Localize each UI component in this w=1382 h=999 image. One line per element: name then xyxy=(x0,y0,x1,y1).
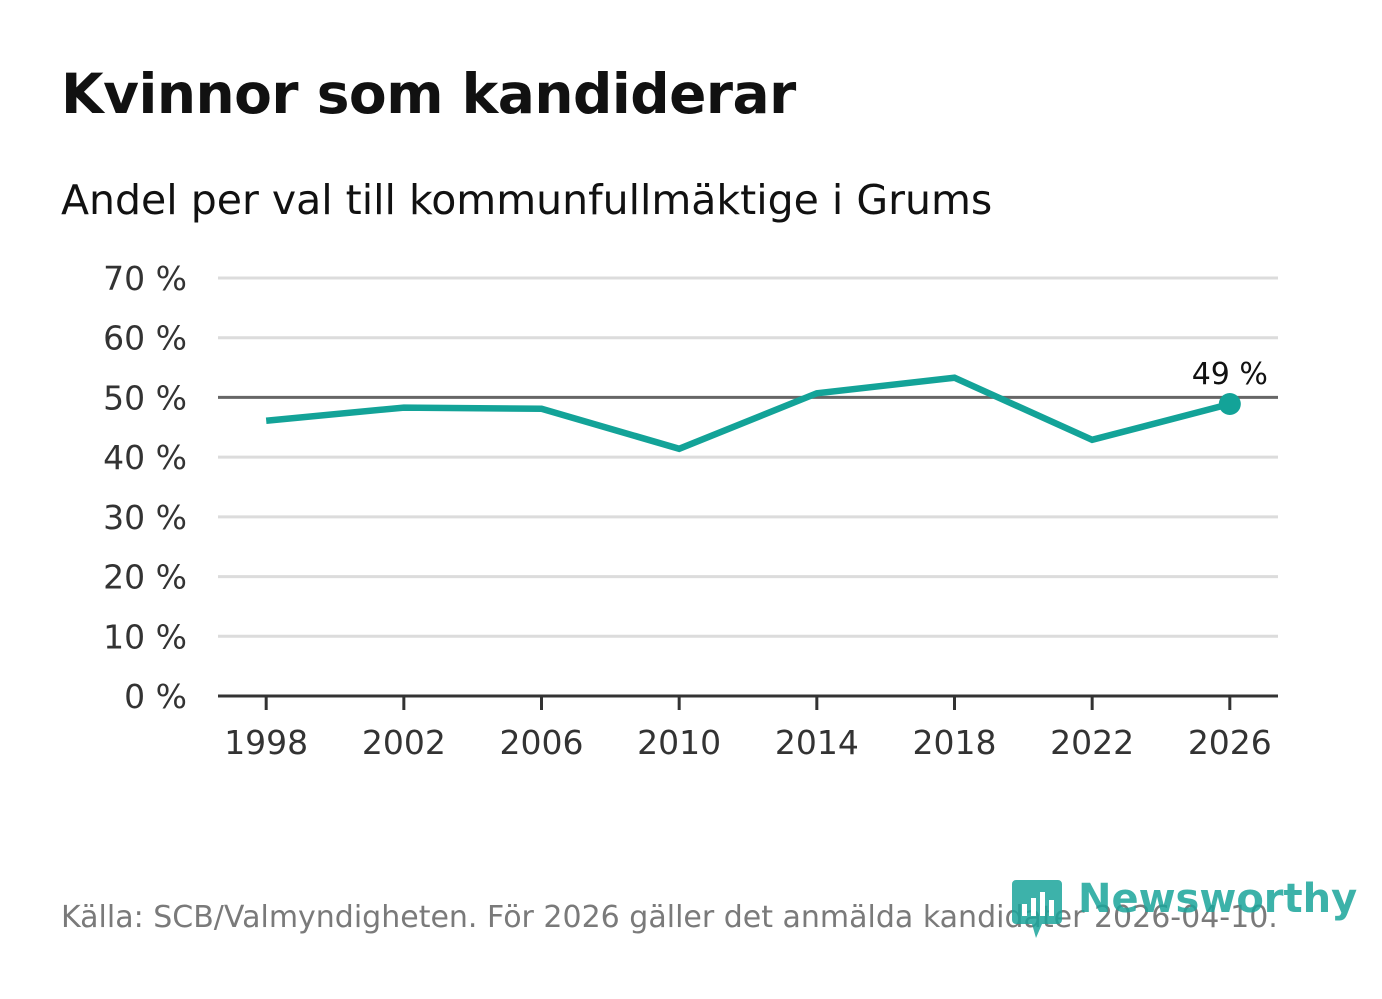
x-tick-label-2018: 2018 xyxy=(913,723,997,762)
chart-title: Kvinnor som kandiderar xyxy=(61,62,796,126)
series-line-0 xyxy=(265,374,1231,453)
x-tick-label-2010: 2010 xyxy=(637,723,721,762)
newsworthy-logo-icon xyxy=(1012,880,1062,938)
y-tick-label-30: 30 % xyxy=(103,498,187,537)
chart-subtitle: Andel per val till kommunfullmäktige i G… xyxy=(61,176,993,224)
x-tick-label-2014: 2014 xyxy=(775,723,859,762)
source-note: Källa: SCB/Valmyndigheten. För 2026 gäll… xyxy=(61,900,1278,935)
x-tick-label-2006: 2006 xyxy=(500,723,584,762)
data-label-last: 49 % xyxy=(1192,357,1268,392)
y-tick-label-0: 0 % xyxy=(124,677,187,716)
logo-text: Newsworthy xyxy=(1078,876,1358,922)
y-tick-label-20: 20 % xyxy=(103,558,187,597)
y-tick-label-60: 60 % xyxy=(103,319,187,358)
y-tick-label-70: 70 % xyxy=(103,259,187,298)
y-axis-ticks: 0 % 10 % 20 % 30 % 40 % 50 % 60 % 70 % xyxy=(103,259,187,716)
x-tick-label-2026: 2026 xyxy=(1188,723,1272,762)
newsworthy-logo: Newsworthy xyxy=(1012,876,1357,942)
x-tick-label-2022: 2022 xyxy=(1050,723,1134,762)
series: 49 % xyxy=(265,357,1268,453)
x-tick-label-2002: 2002 xyxy=(362,723,446,762)
data-point-2026 xyxy=(1218,392,1241,415)
y-tick-label-40: 40 % xyxy=(103,438,187,477)
x-axis-ticks: 1998 2002 2006 2010 2014 2018 2022 2026 xyxy=(224,696,1272,762)
x-tick-label-1998: 1998 xyxy=(224,723,308,762)
y-tick-label-10: 10 % xyxy=(103,617,187,656)
y-tick-label-50: 50 % xyxy=(103,378,187,417)
gridlines xyxy=(218,276,1278,698)
